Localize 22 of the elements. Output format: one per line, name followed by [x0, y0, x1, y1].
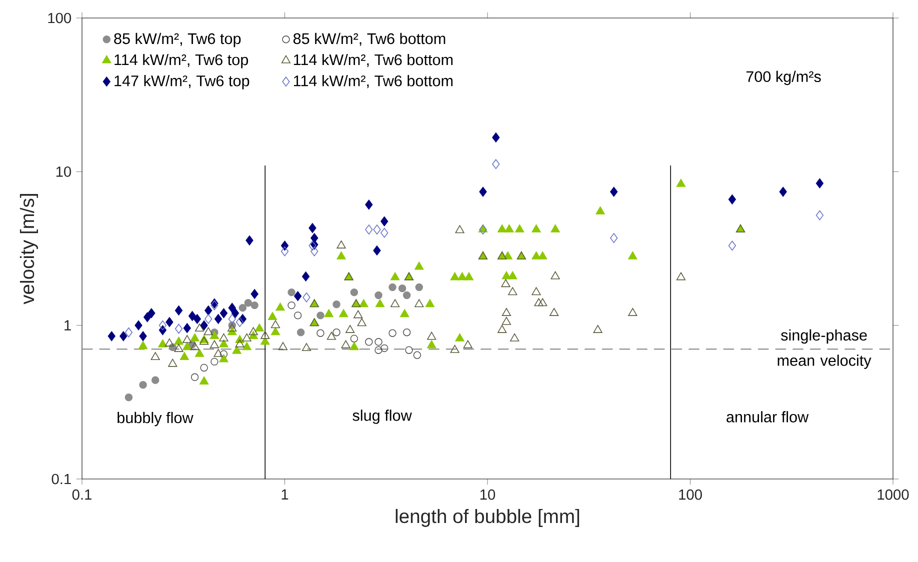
y-tick-label: 10 — [56, 166, 72, 177]
x-axis-title: length of bubble [mm] — [396, 508, 580, 527]
legend-label: 114 kW/m², Tw6 top — [114, 54, 248, 68]
y-tick-label: 0.1 — [52, 474, 71, 484]
y-tick-label: 1 — [64, 320, 71, 330]
annotation: 700 kg/m²s — [746, 70, 821, 86]
x-tick-label: 1000 — [878, 489, 909, 500]
y-axis-title: velocity [m/s] — [20, 194, 38, 304]
legend-label: 147 kW/m², Tw6 top — [114, 75, 250, 90]
ref-line-label: single-phase mean velocity — [778, 329, 872, 369]
annotation: annular flow — [726, 411, 809, 422]
legend-label: 85 kW/m², Tw6 bottom — [293, 32, 446, 46]
legend-label: 85 kW/m², Tw6 top — [114, 32, 241, 48]
x-tick-label: 0.1 — [72, 489, 92, 500]
legend-label: 114 kW/m², Tw6 bottom — [294, 54, 453, 68]
legend-label: 114 kW/m², Tw6 bottom — [294, 75, 453, 88]
x-tick-label: 100 — [679, 489, 702, 500]
x-tick-label: 10 — [480, 489, 496, 500]
x-tick-label: 1 — [282, 489, 288, 500]
annotation: slug flow — [352, 410, 412, 424]
annotation: bubbly flow — [118, 412, 194, 426]
y-tick-label: 100 — [48, 12, 72, 24]
